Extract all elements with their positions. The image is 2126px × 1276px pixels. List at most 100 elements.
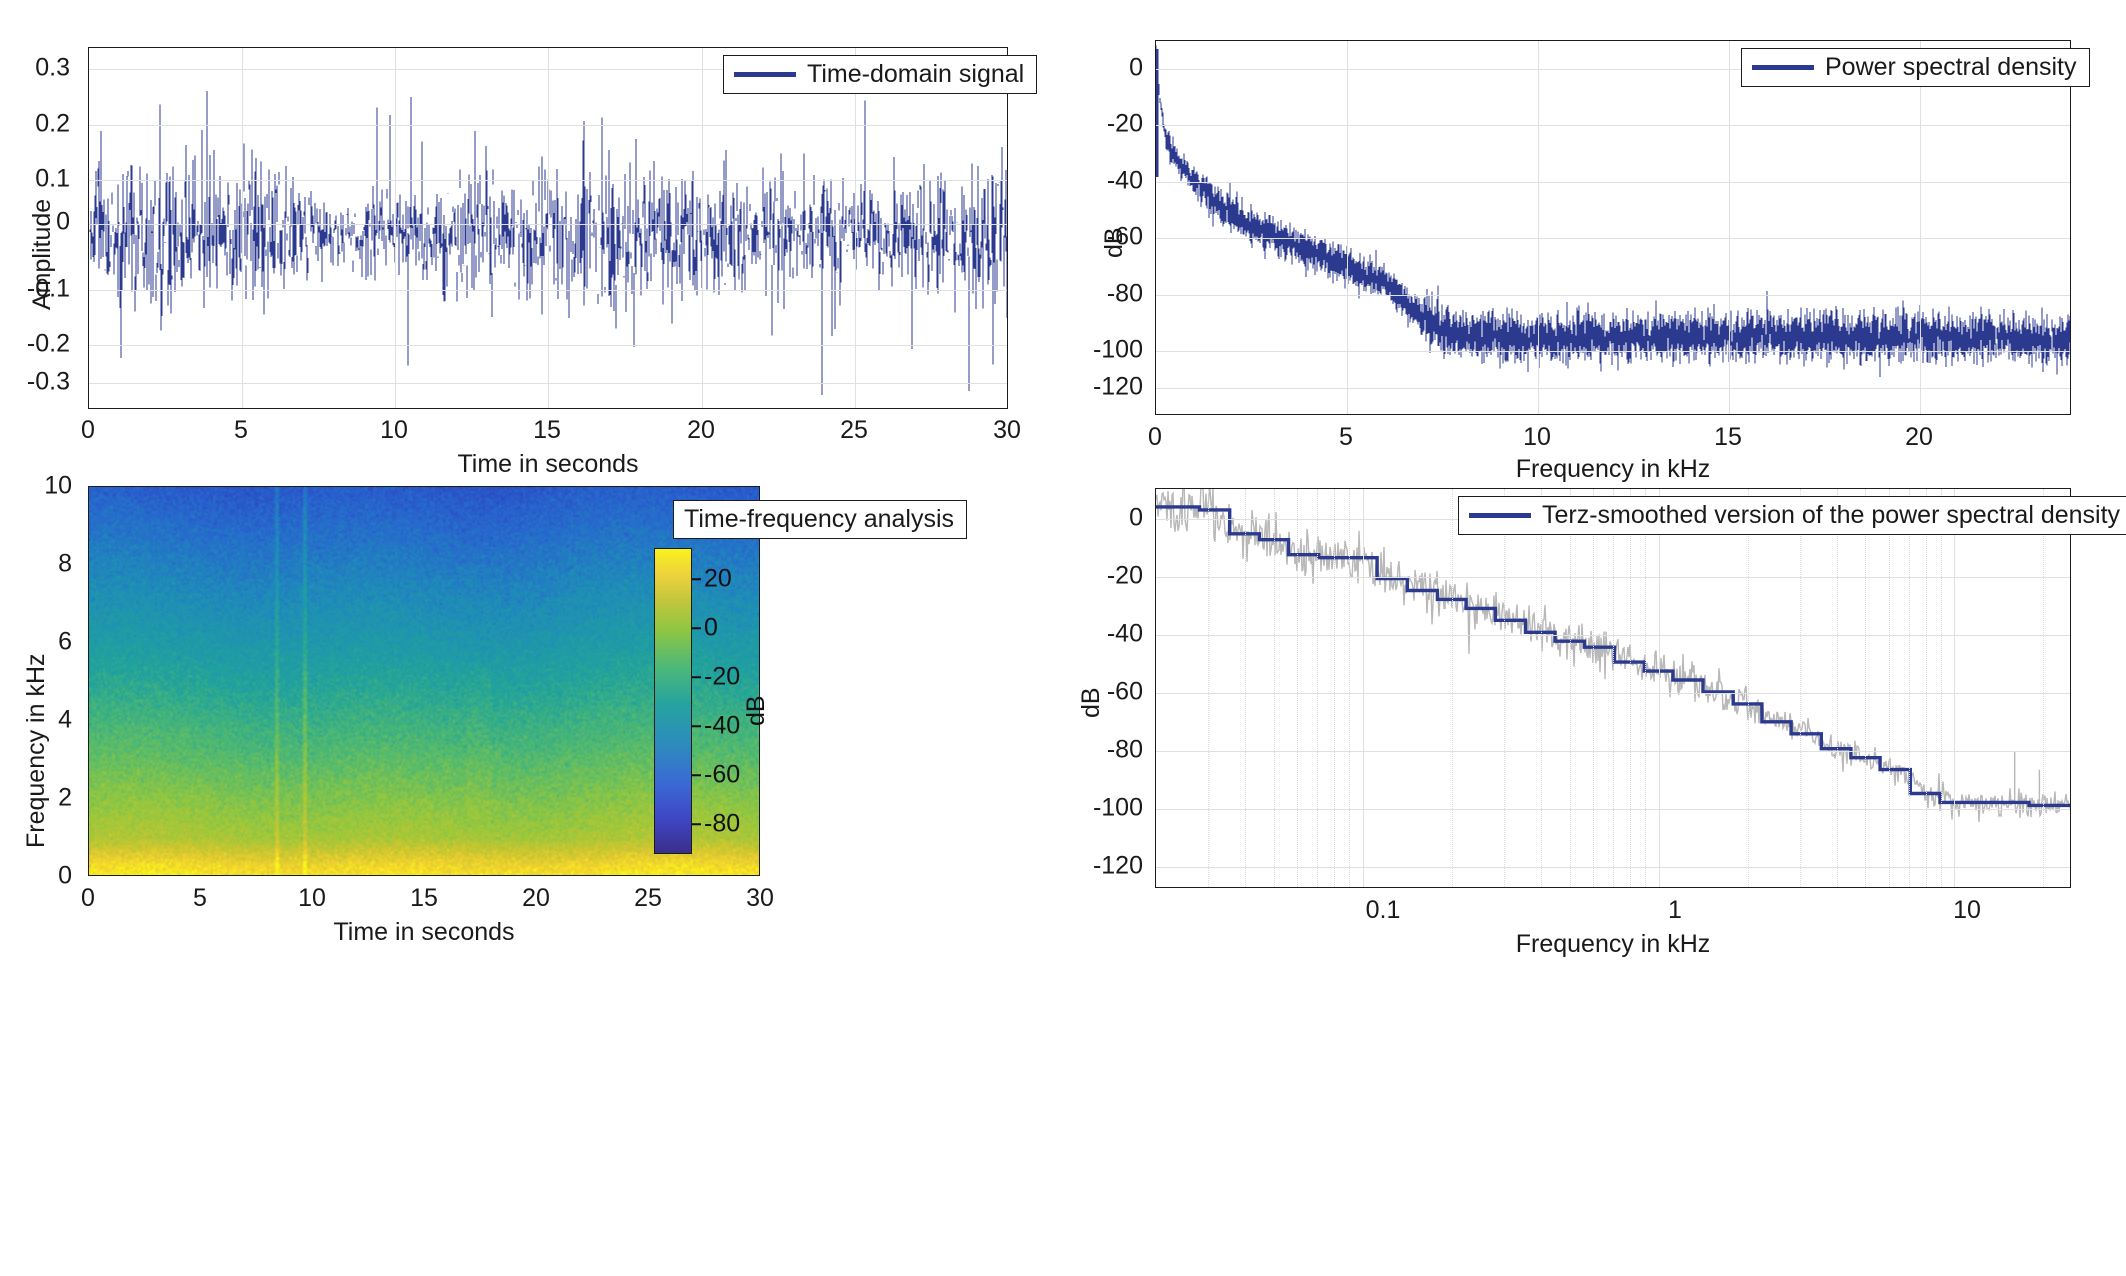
tick-y-psd-2: -40 (1106, 166, 1143, 195)
colorbar-tick-m80: -80 (704, 809, 741, 838)
colorbar-tick-0: 0 (704, 613, 718, 642)
terz-xlabel: Frequency in kHz (1515, 930, 1711, 958)
tick-x-psd-0: 0 (1148, 423, 1162, 451)
colorbar-label: dB (742, 695, 770, 726)
tick-x-tz-1: 1 (1668, 896, 1682, 924)
legend-psd[interactable]: Power spectral density (1741, 48, 2090, 87)
terz-trace (1156, 489, 2070, 822)
colorbar-tickmark (692, 578, 701, 580)
legend-swatch-terz (1469, 513, 1531, 518)
spectrogram-colorbar[interactable] (654, 548, 692, 854)
panel-psd: dB 0 -20 -40 -60 -80 -100 -120 Power spe (1063, 0, 2126, 483)
gridline (1156, 69, 2070, 70)
colorbar-tick-20: 20 (704, 564, 732, 593)
tick-x-psd-1: 5 (1339, 423, 1353, 451)
tick-x-td-3: 15 (533, 416, 561, 444)
tick-y-sp-5: 0 (58, 861, 72, 890)
tick-x-psd-2: 10 (1523, 423, 1551, 451)
tick-y-psd-1: -20 (1106, 109, 1143, 138)
gridline (1156, 125, 2070, 126)
tick-y-sp-1: 8 (58, 549, 72, 578)
time-domain-trace (89, 90, 1007, 395)
gridline (548, 48, 549, 408)
tick-x-psd-3: 15 (1714, 423, 1742, 451)
tick-y-tz-6: -120 (1092, 851, 1143, 880)
tick-y-sp-4: 2 (58, 783, 72, 812)
tick-y-sp-2: 6 (58, 627, 72, 656)
tick-y-psd-3: -60 (1106, 222, 1143, 251)
tick-y-tz-1: -20 (1106, 561, 1143, 590)
tick-y-psd-5: -100 (1092, 335, 1143, 364)
tick-x-sp-0: 0 (81, 884, 95, 912)
tick-y-tz-5: -100 (1092, 793, 1143, 822)
tick-y-td-1: 0.2 (35, 109, 70, 138)
time-domain-axes (88, 47, 1008, 409)
tick-x-tz-0: 0.1 (1365, 896, 1401, 924)
tick-y-td-3: 0 (56, 207, 70, 236)
tick-y-td-2: 0.1 (35, 164, 70, 193)
gridline (855, 48, 856, 408)
tick-y-td-5: -0.2 (26, 329, 70, 358)
tick-y-psd-6: -120 (1092, 372, 1143, 401)
gridline (395, 48, 396, 408)
tick-y-td-6: -0.3 (26, 367, 70, 396)
colorbar-tick-m20: -20 (704, 662, 741, 691)
gridline (1538, 41, 1539, 414)
colorbar-tickmark (692, 823, 701, 825)
tick-y-psd-0: 0 (1129, 53, 1143, 82)
panel-time-domain: Amplitude 0.3 0.2 0.1 0 -0.1 -0.2 -0.3 (0, 0, 1063, 478)
tick-x-sp-6: 30 (746, 884, 774, 912)
colorbar-tickmark (692, 725, 701, 727)
spectrogram-image (89, 487, 759, 875)
legend-label-time-domain: Time-domain signal (807, 60, 1025, 88)
panel-spectrogram: Frequency in kHz 10 8 6 4 2 0 Time-frequ… (0, 472, 1063, 1276)
legend-time-domain[interactable]: Time-domain signal (723, 55, 1038, 94)
legend-spectrogram[interactable]: Time-frequency analysis (673, 500, 968, 539)
legend-swatch-time-domain (734, 72, 796, 77)
tick-x-td-6: 30 (993, 416, 1021, 444)
tick-x-psd-4: 20 (1905, 423, 1933, 451)
tick-y-td-0: 0.3 (35, 53, 70, 82)
legend-label-psd: Power spectral density (1825, 53, 2077, 81)
colorbar-tickmark (692, 774, 701, 776)
tick-y-sp-3: 4 (58, 705, 72, 734)
psd-axes (1155, 40, 2071, 415)
tick-x-td-2: 10 (380, 416, 408, 444)
spectrogram-axes (88, 486, 760, 876)
tick-x-tz-2: 10 (1953, 896, 1981, 924)
tick-y-td-4: -0.1 (26, 274, 70, 303)
gridline (1920, 41, 1921, 414)
gridline (702, 48, 703, 408)
colorbar-tick-m60: -60 (704, 760, 741, 789)
tick-x-sp-4: 20 (522, 884, 550, 912)
tick-y-psd-4: -80 (1106, 279, 1143, 308)
panel-terz: dB 0 -20 -40 -60 -80 -100 -120 Terz-smoo… (1063, 478, 2126, 1276)
tick-x-td-5: 25 (840, 416, 868, 444)
gridline (1156, 295, 2070, 296)
time-domain-xlabel: Time in seconds (457, 450, 639, 478)
gridline (1156, 351, 2070, 352)
gridline (1729, 41, 1730, 414)
colorbar-gradient (655, 549, 691, 853)
tick-x-td-4: 20 (687, 416, 715, 444)
gridline (242, 48, 243, 408)
tick-y-tz-4: -80 (1106, 735, 1143, 764)
tick-y-sp-0: 10 (44, 471, 72, 500)
colorbar-tickmark (692, 627, 701, 629)
tick-x-sp-3: 15 (410, 884, 438, 912)
tick-y-tz-0: 0 (1129, 503, 1143, 532)
terz-axes (1155, 488, 2071, 888)
tick-y-tz-2: -40 (1106, 619, 1143, 648)
colorbar-tickmark (692, 676, 701, 678)
gridline (1347, 41, 1348, 414)
tick-x-sp-1: 5 (193, 884, 207, 912)
tick-x-td-0: 0 (81, 416, 95, 444)
legend-terz[interactable]: Terz-smoothed version of the power spect… (1458, 496, 2126, 535)
tick-x-sp-5: 25 (634, 884, 662, 912)
legend-swatch-psd (1752, 65, 1814, 70)
gridline (1156, 182, 2070, 183)
tick-x-sp-2: 10 (298, 884, 326, 912)
legend-label-spectrogram: Time-frequency analysis (684, 505, 955, 533)
legend-label-terz: Terz-smoothed version of the power spect… (1542, 501, 2121, 529)
